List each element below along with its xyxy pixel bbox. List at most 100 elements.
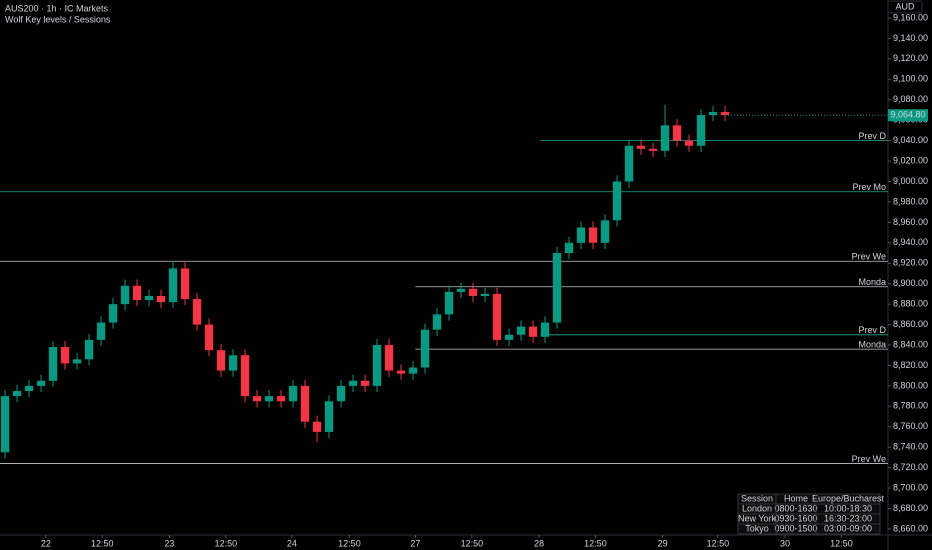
y-tick-label: 8,680.00 <box>893 503 928 513</box>
x-tick-label: 22 <box>41 538 51 548</box>
candle-body <box>120 285 130 305</box>
candle-body <box>564 242 574 254</box>
candle-body <box>492 293 502 340</box>
candle-body <box>576 227 586 243</box>
y-tick-label: 8,880.00 <box>893 299 928 309</box>
y-tick-label: 8,800.00 <box>893 380 928 390</box>
key-level-label: Prev D <box>858 325 886 335</box>
x-tick-label: 12:50 <box>461 538 484 548</box>
x-tick-label: 12:50 <box>584 538 607 548</box>
table-cell: 03:00-09:00 <box>824 523 872 533</box>
candle-body <box>264 396 274 402</box>
candle-body <box>144 295 154 301</box>
candle-body <box>684 140 694 146</box>
candle-body <box>48 347 58 381</box>
y-tick-label: 8,720.00 <box>893 462 928 472</box>
y-tick-label: 9,100.00 <box>893 74 928 84</box>
currency[interactable]: AUD <box>895 1 915 11</box>
candle-body <box>720 112 730 116</box>
candle-body <box>312 421 322 432</box>
candle-body <box>636 145 646 149</box>
y-tick-label: 8,900.00 <box>893 278 928 288</box>
y-tick-label: 8,780.00 <box>893 401 928 411</box>
table-cell: New York <box>738 513 777 523</box>
candle-body <box>300 385 310 422</box>
candle-body <box>84 339 94 360</box>
table-header: Session <box>741 493 773 503</box>
x-tick-label: 28 <box>534 538 544 548</box>
candle-body <box>660 125 670 151</box>
table-header: Home <box>784 493 808 503</box>
candle-body <box>432 314 442 330</box>
x-tick-label: 12:50 <box>338 538 361 548</box>
table-header: Europe/Bucharest <box>812 493 885 503</box>
candle-body <box>648 148 658 151</box>
y-tick-label: 9,080.00 <box>893 94 928 104</box>
candle-body <box>156 295 166 303</box>
candle-body <box>624 145 634 182</box>
candle-body <box>96 322 106 340</box>
x-tick-label: 24 <box>287 538 297 548</box>
candle-body <box>216 350 226 371</box>
candle-body <box>372 345 382 386</box>
last-price-box <box>888 109 928 122</box>
candle-body <box>420 329 430 368</box>
candle-body <box>468 288 478 296</box>
y-tick-label: 9,140.00 <box>893 33 928 43</box>
y-tick-label: 9,120.00 <box>893 53 928 63</box>
key-level-label: Prev Mo <box>852 182 886 192</box>
candle-body <box>456 288 466 292</box>
chart-subtitle: Wolf Key levels / Sessions <box>5 14 111 24</box>
candle-body <box>0 396 10 453</box>
key-level-label: Prev We <box>852 252 886 262</box>
candle-body <box>540 322 550 337</box>
candle-body <box>612 181 622 221</box>
table-cell: Tokyo <box>745 523 769 533</box>
y-tick-label: 8,760.00 <box>893 421 928 431</box>
candle-body <box>180 268 190 300</box>
candle-body <box>12 391 22 397</box>
y-tick-label: 8,920.00 <box>893 258 928 268</box>
key-level-label: Prev D <box>858 131 886 141</box>
y-tick-label: 8,700.00 <box>893 482 928 492</box>
currency-box[interactable] <box>887 0 923 14</box>
candle-body <box>252 396 262 402</box>
y-tick-label: 8,660.00 <box>893 523 928 533</box>
table-cell: 10:00-18:30 <box>824 503 872 513</box>
candle-body <box>360 380 370 386</box>
candle-body <box>552 253 562 323</box>
x-tick-label: 23 <box>164 538 174 548</box>
x-tick-label: 30 <box>780 538 790 548</box>
key-level-label: Monda <box>858 277 886 287</box>
y-tick-label: 9,040.00 <box>893 135 928 145</box>
x-tick-label: 12:50 <box>707 538 730 548</box>
y-tick-label: 9,000.00 <box>893 176 928 186</box>
candle-body <box>36 380 46 386</box>
candle-body <box>480 293 490 296</box>
candle-body <box>228 355 238 371</box>
y-tick-label: 9,020.00 <box>893 155 928 165</box>
candle-body <box>168 268 178 303</box>
candle-body <box>60 347 70 364</box>
candle-body <box>348 380 358 386</box>
table-cell: 0800-1630 <box>774 503 817 513</box>
candle-body <box>588 227 598 243</box>
table-cell: 0930-1600 <box>774 513 817 523</box>
candle-body <box>600 220 610 243</box>
table-cell: London <box>742 503 772 513</box>
candle-body <box>396 370 406 374</box>
candle-body <box>408 367 418 374</box>
candle-body <box>24 385 34 392</box>
y-tick-label: 8,940.00 <box>893 237 928 247</box>
candle-body <box>240 355 250 397</box>
candle-body <box>672 125 682 141</box>
candle-body <box>108 304 118 323</box>
chart-title: AUS200 · 1h · IC Markets <box>5 3 109 13</box>
y-tick-label: 8,840.00 <box>893 339 928 349</box>
candle-body <box>336 385 346 402</box>
candle-body <box>288 385 298 402</box>
candle-body <box>324 401 334 432</box>
y-tick-label: 8,820.00 <box>893 360 928 370</box>
